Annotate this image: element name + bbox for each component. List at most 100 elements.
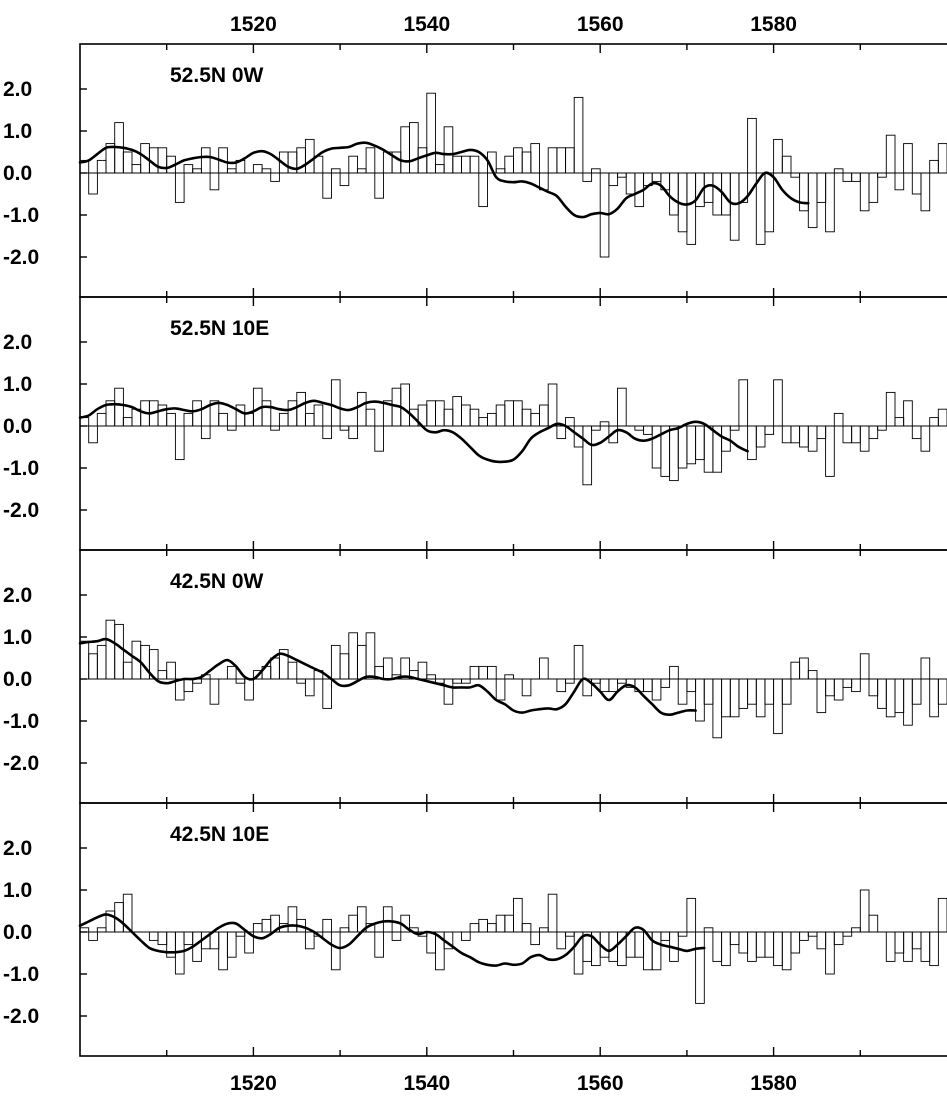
histogram-bar (747, 678, 757, 705)
histogram-bar (209, 172, 220, 191)
y-tick-label: 2.0 (3, 584, 32, 607)
histogram-bar (478, 918, 488, 933)
histogram-bar (781, 678, 792, 705)
histogram-bar (400, 657, 410, 680)
histogram-bar (495, 678, 506, 701)
histogram-bar (773, 678, 783, 735)
histogram-bar (755, 678, 766, 718)
bottom-axis-labels: 1520 1540 1560 1580 (230, 1072, 797, 1095)
histogram-bar (79, 640, 90, 680)
histogram-bar (556, 931, 567, 950)
histogram-bar (773, 379, 783, 427)
histogram-bar (252, 164, 263, 174)
histogram-bar (799, 172, 809, 212)
histogram-bar (200, 147, 211, 174)
histogram-bar (226, 168, 237, 174)
histogram-bar (747, 931, 757, 962)
histogram-bar (686, 425, 697, 465)
histogram-bar (192, 168, 202, 174)
histogram-bar (478, 417, 488, 427)
histogram-bar (96, 927, 107, 933)
histogram-bar (790, 425, 801, 444)
histogram-bar (738, 379, 749, 427)
panel: 2.0 1.0 0.0 -1.0 -2.0 52.5N 0W (3, 43, 947, 298)
histogram-bar (781, 425, 792, 444)
histogram-bar (183, 412, 194, 427)
histogram-bar (911, 425, 922, 440)
histogram-bar (868, 914, 879, 933)
histogram-bar (833, 678, 844, 701)
x-tick-label-bottom: 1580 (750, 1072, 797, 1095)
histogram-bar (374, 931, 384, 958)
histogram-bar (339, 653, 350, 680)
histogram-bar (920, 425, 931, 452)
histogram-bar (417, 147, 428, 174)
histogram-bar (174, 425, 185, 461)
histogram-bar (547, 383, 558, 427)
histogram-bar (894, 678, 905, 714)
histogram-bar (799, 657, 809, 680)
histogram-bar (643, 678, 653, 693)
histogram-bar (582, 425, 593, 486)
x-tick-label-top: 1520 (230, 13, 277, 36)
histogram-bar (868, 425, 879, 440)
histogram-bar (790, 172, 801, 178)
histogram-bar (729, 678, 740, 718)
y-tick-label: -1.0 (3, 963, 39, 986)
histogram-bar (382, 657, 393, 680)
histogram-bar (157, 931, 168, 946)
histogram-bar (799, 425, 809, 448)
histogram-bar (322, 172, 332, 199)
histogram-bar (721, 425, 731, 452)
histogram-bar (356, 391, 367, 427)
histogram-bar (911, 931, 922, 950)
histogram-bar (686, 172, 697, 245)
y-tick-label: 2.0 (3, 78, 32, 101)
histogram-bar (833, 412, 844, 427)
histogram-bar (755, 425, 766, 448)
histogram-bar (582, 172, 593, 182)
panel-title: 52.5N 0W (170, 64, 264, 87)
histogram-bar (105, 619, 116, 680)
histogram-bar (96, 159, 107, 174)
smoothed-line (78, 913, 706, 967)
histogram-bar (244, 412, 254, 427)
histogram-bar (131, 164, 142, 174)
histogram-bar (435, 931, 445, 971)
histogram-bar (617, 172, 627, 178)
histogram-bar (487, 923, 497, 933)
histogram-bar (114, 623, 124, 680)
y-tick-label: 0.0 (3, 162, 32, 185)
histogram-bar (738, 172, 749, 203)
histogram-bar (833, 168, 844, 174)
histogram-bar (322, 425, 332, 440)
histogram-bar (478, 665, 488, 680)
histogram-bar (807, 670, 818, 680)
histogram-bar (807, 931, 818, 937)
histogram-bar (556, 425, 567, 440)
histogram-bar (122, 417, 133, 427)
histogram-bar (695, 425, 705, 461)
x-tick-label-top: 1580 (750, 13, 797, 36)
histogram-bar (183, 164, 194, 174)
y-tick-label: -1.0 (3, 204, 39, 227)
histogram-bar (877, 425, 887, 431)
histogram-bar (296, 391, 306, 427)
histogram-bar (270, 425, 280, 431)
histogram-bar (591, 425, 601, 431)
histogram-bar (521, 678, 532, 697)
histogram-bar (96, 412, 107, 427)
histogram-bar (88, 653, 98, 680)
histogram-bar (669, 425, 679, 482)
histogram-bar (677, 931, 688, 937)
histogram-bar (304, 931, 315, 950)
histogram-bar (807, 425, 818, 452)
panel: 2.0 1.0 0.0 -1.0 -2.0 42.5N 0W (3, 549, 947, 804)
histogram-bar (825, 931, 835, 975)
histogram-bar (781, 931, 792, 971)
histogram-bar (417, 661, 428, 680)
histogram-bar (278, 412, 289, 427)
histogram-bar (920, 931, 931, 962)
histogram-bar (651, 172, 662, 182)
histogram-bar (330, 379, 341, 427)
